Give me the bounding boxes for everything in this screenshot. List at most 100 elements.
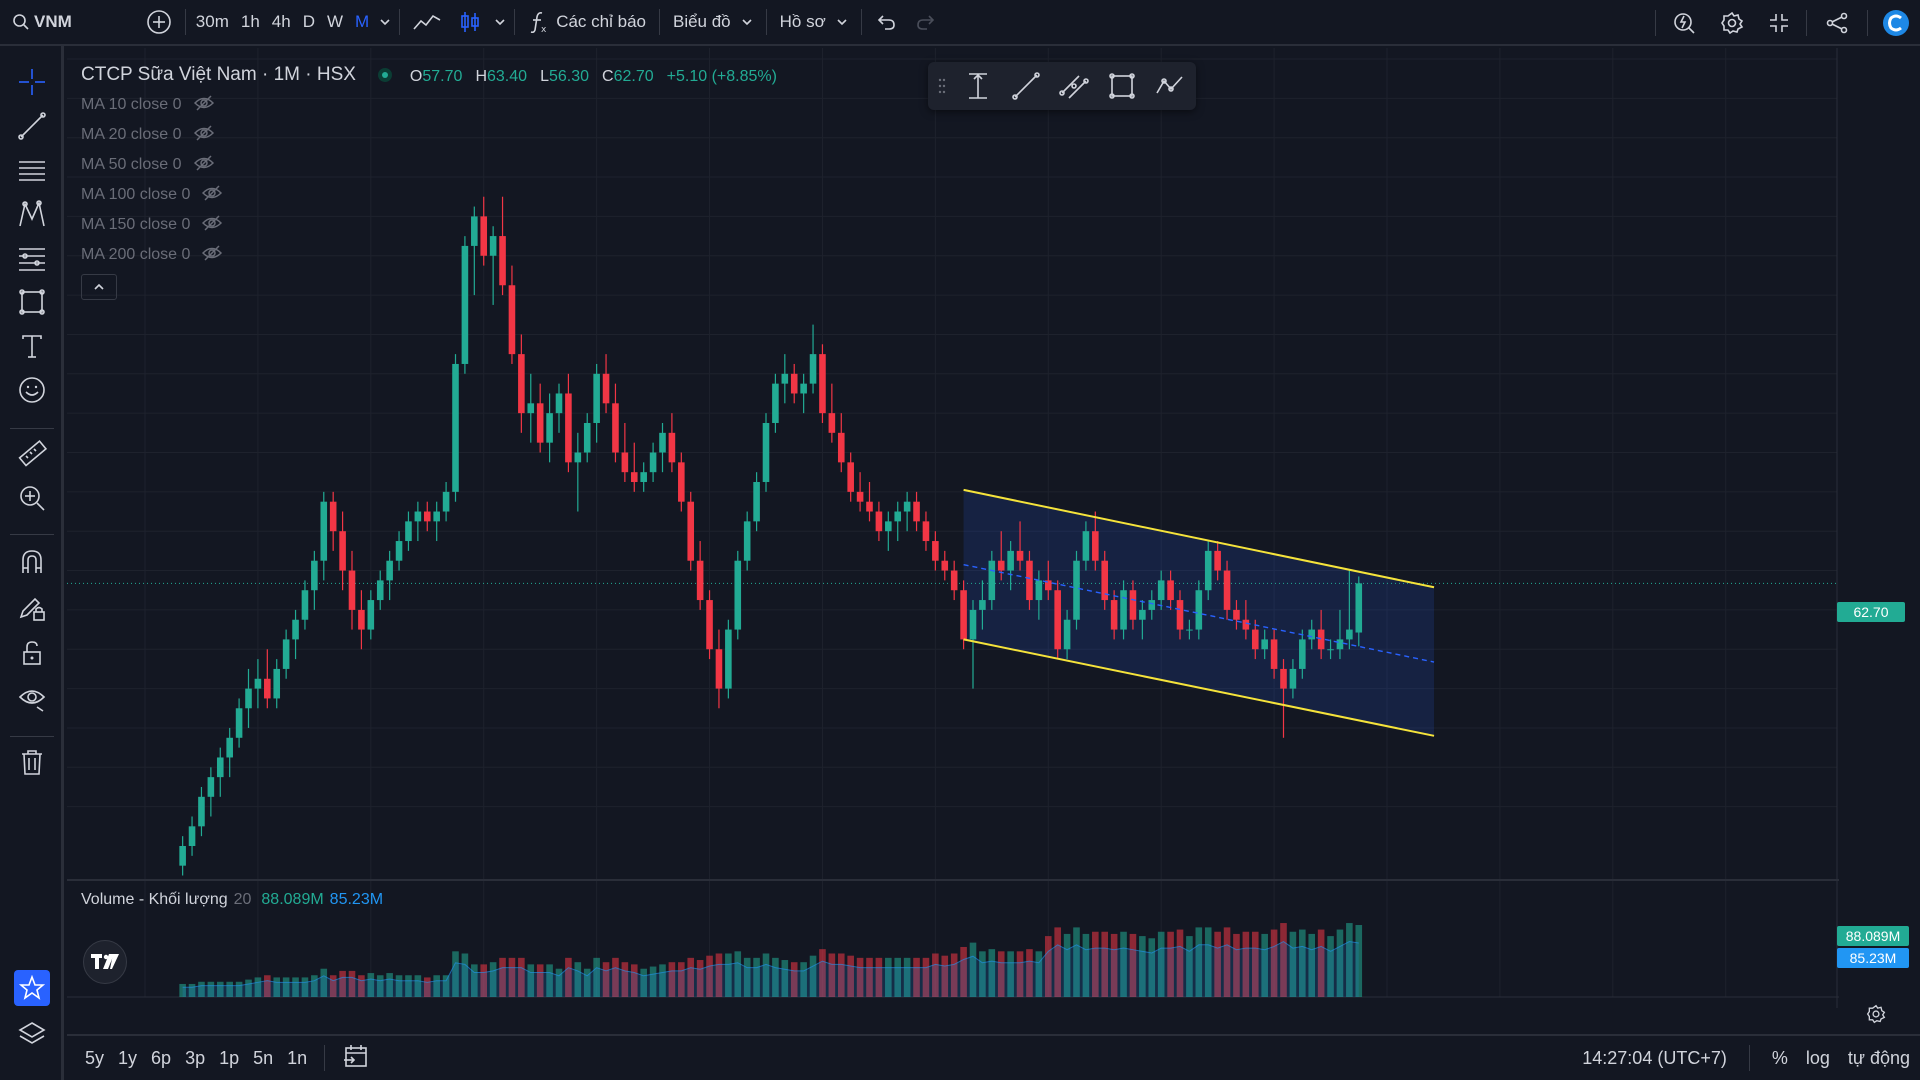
stay-in-drawing-tool[interactable] [16,592,48,624]
interval-list: 30m 1h 4h D W M [190,0,375,45]
go-to-date-button[interactable] [335,1043,377,1074]
hidden-eye-icon[interactable] [193,124,214,147]
range-1p[interactable]: 1p [219,1047,240,1068]
candle-body [433,511,440,522]
indicators-button[interactable]: x Các chỉ báo [519,0,655,45]
hidden-eye-icon[interactable] [193,94,214,117]
drag-handle[interactable] [936,74,948,98]
ma-legend-row[interactable]: MA 10 close 0 [81,90,785,120]
favorites-button[interactable] [14,970,50,1006]
volume-bar [1214,931,1221,997]
measure-tool[interactable] [16,438,48,470]
share-icon [1826,12,1848,34]
object-tree-button[interactable] [16,1018,48,1050]
candle-body [1176,600,1184,630]
interval-dropdown[interactable] [375,0,395,45]
volume-bar [885,957,892,997]
volume-bar [725,953,732,997]
path-tool[interactable] [1146,62,1194,110]
hidden-eye-icon[interactable] [202,244,223,267]
range-1y[interactable]: 1y [118,1047,138,1068]
interval-M[interactable]: M [355,12,370,31]
fib-tool[interactable] [16,242,48,274]
symbol-title[interactable]: CTCP Sữa Việt Nam · 1M · HSX [81,64,356,85]
ma-legend-row[interactable]: MA 50 close 0 [81,150,785,180]
range-6p[interactable]: 6p [151,1047,172,1068]
interval-1h[interactable]: 1h [240,12,260,31]
zoom-tool[interactable] [16,482,48,514]
trendline-tool[interactable] [16,110,48,142]
eye-icon [18,690,46,712]
candle-body [997,560,1005,571]
text-tool[interactable] [16,330,48,362]
range-5y[interactable]: 5y [85,1047,105,1068]
volume-tag: 88.089M [1837,926,1909,946]
range-1n[interactable]: 1n [287,1047,308,1068]
lock-tool[interactable] [16,638,48,670]
pattern-icon [19,200,45,227]
time-tick-label: 2024 [1144,1006,1177,1008]
candle-body [1346,629,1353,640]
range-5n[interactable]: 5n [253,1047,274,1068]
percent-scale-toggle[interactable]: % [1771,1047,1788,1068]
range-3p[interactable]: 3p [185,1047,206,1068]
interval-W[interactable]: W [326,12,344,31]
axis-settings-button[interactable] [1866,1004,1890,1028]
volume-bar [649,966,657,997]
volume-bar [1167,931,1174,997]
interval-D[interactable]: D [302,12,315,31]
redo-button[interactable] [906,0,946,45]
symbol-search[interactable]: VNM [0,0,81,45]
chart-type-dropdown[interactable] [490,0,510,45]
shape-tool[interactable] [16,286,48,318]
quick-search-button[interactable] [1660,0,1708,46]
line-chart-button[interactable] [404,0,450,45]
collapse-legend-button[interactable] [81,274,117,300]
ma-legend-row[interactable]: MA 20 close 0 [81,120,785,150]
hidden-eye-icon[interactable] [193,154,214,177]
candle-body [329,501,337,532]
chart-pane[interactable]: 116.00112.00108.00104.00100.0096.0092.00… [67,48,1839,1008]
volume-bar [743,957,751,997]
volume-bar [1299,929,1306,997]
volume-label[interactable]: Volume - Khối lượng [81,891,228,908]
profile-menu[interactable]: Hồ sơ [771,0,857,45]
parallel-channel-tool[interactable] [1050,62,1098,110]
interval-30m[interactable]: 30m [195,12,229,31]
ma-legend-row[interactable]: MA 200 close 0 [81,240,785,270]
chart-canvas[interactable]: 116.00112.00108.00104.00100.0096.0092.00… [67,48,1839,1008]
candle-body [1044,580,1052,591]
settings-button[interactable] [1708,0,1756,46]
horizontal-lines-tool[interactable] [16,154,48,186]
share-button[interactable] [1811,0,1863,46]
ma-label: MA 20 close 0 [81,126,182,143]
line-tool[interactable] [1002,62,1050,110]
candle-body [414,511,422,522]
pattern-tool[interactable] [16,198,48,230]
undo-button[interactable] [866,0,906,45]
crosshair-tool[interactable] [16,66,48,98]
price-range-tool[interactable] [954,62,1002,110]
remove-drawings-tool[interactable] [16,746,48,778]
tradingview-logo[interactable] [83,940,127,984]
ma-legend-row[interactable]: MA 150 close 0 [81,210,785,240]
visibility-tool[interactable] [16,682,48,714]
hidden-eye-icon[interactable] [202,214,223,237]
clock[interactable]: 14:27:04 (UTC+7) [1582,1047,1727,1068]
candle-chart-button[interactable] [450,0,490,45]
hidden-eye-icon[interactable] [202,184,223,207]
candle-body [555,393,563,414]
chart-menu[interactable]: Biểu đồ [664,0,762,45]
fullscreen-button[interactable] [1756,0,1802,46]
compare-button[interactable] [137,0,181,45]
log-scale-toggle[interactable]: log [1805,1047,1830,1068]
ma-legend-row[interactable]: MA 100 close 0 [81,180,785,210]
volume-bar [179,983,186,997]
auto-scale-toggle[interactable]: tự động [1847,1047,1910,1068]
candle-body [339,531,346,571]
candle-body [311,560,318,591]
emoji-tool[interactable] [16,374,48,406]
interval-4h[interactable]: 4h [271,12,291,31]
rectangle-tool[interactable] [1098,62,1146,110]
magnet-tool[interactable] [16,546,48,578]
